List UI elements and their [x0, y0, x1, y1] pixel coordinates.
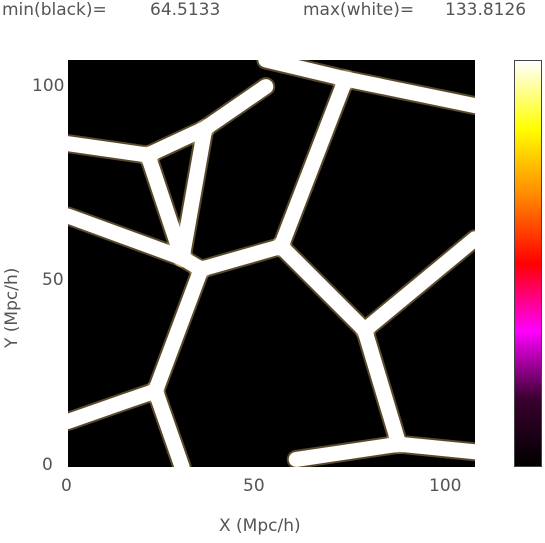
filament-1: [140, 147, 190, 266]
x-tick-100: 100: [429, 476, 462, 496]
filament-10: [60, 383, 163, 429]
density-map-svg: [58, 50, 485, 477]
y-tick-0: 0: [42, 455, 53, 475]
filament-11: [288, 436, 407, 467]
min-label: min(black)=: [2, 0, 107, 20]
filament-0: [60, 79, 274, 163]
density-map: [58, 50, 485, 477]
y-axis-label: Y (Mpc/h): [2, 267, 22, 348]
filament-3: [60, 208, 190, 266]
filament-5: [273, 71, 354, 254]
x-tick-50: 50: [243, 476, 265, 496]
min-value: 64.5133: [150, 0, 221, 20]
x-tick-0: 0: [61, 476, 72, 496]
colorbar: [514, 60, 542, 467]
max-value: 133.8126: [445, 0, 527, 20]
max-label: max(white)=: [303, 0, 415, 20]
filament-6: [258, 52, 483, 114]
filament-8: [357, 322, 483, 460]
filament-2: [174, 121, 213, 266]
x-axis-label: X (Mpc/h): [219, 516, 301, 536]
y-tick-100: 100: [32, 76, 65, 96]
y-tick-50: 50: [42, 270, 64, 290]
